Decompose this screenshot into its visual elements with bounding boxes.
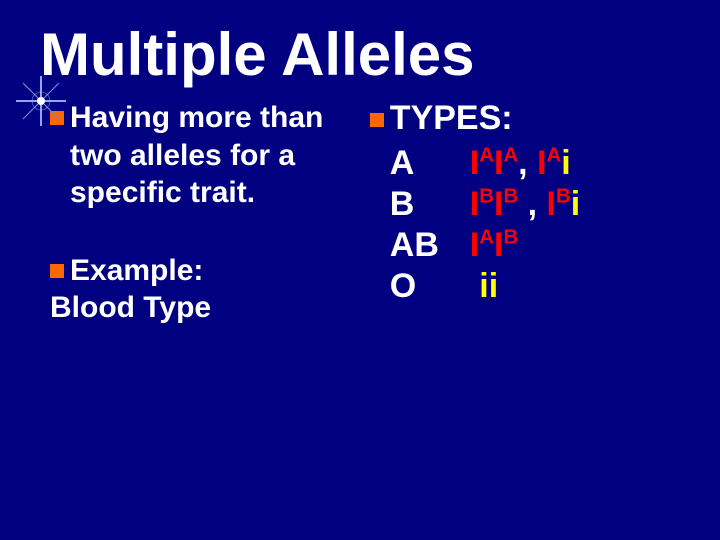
type-key: A	[390, 144, 470, 183]
example-value: Blood Type	[50, 289, 340, 327]
bullet-point-2: Example:	[50, 252, 340, 290]
square-bullet-icon	[370, 113, 384, 127]
example-text: Example:	[70, 252, 203, 290]
type-row-ab: AB IAIB	[390, 226, 710, 265]
square-bullet-icon	[50, 111, 64, 125]
bullet-point-1: Having more than two alleles for a speci…	[50, 99, 340, 212]
types-label: TYPES:	[390, 99, 513, 138]
right-column: TYPES: A IAIA, IAi B IBIB , IBi AB IAIB	[370, 99, 710, 327]
type-key: O	[390, 267, 470, 306]
type-genotypes: IAIB	[470, 226, 518, 265]
type-key: B	[390, 185, 470, 224]
type-key: AB	[390, 226, 470, 265]
type-genotypes: IBIB , IBi	[470, 185, 580, 224]
type-genotypes: ii	[470, 267, 498, 306]
example-label: Example:	[70, 254, 203, 287]
left-column: Having more than two alleles for a speci…	[50, 99, 340, 327]
type-genotypes: IAIA, IAi	[470, 144, 571, 183]
slide: Multiple Alleles Having more than two al…	[0, 0, 720, 540]
type-row-o: O ii	[390, 267, 710, 306]
content-columns: Having more than two alleles for a speci…	[50, 99, 680, 327]
types-header-row: TYPES:	[370, 99, 710, 138]
slide-title: Multiple Alleles	[40, 20, 680, 89]
definition-text: Having more than two alleles for a speci…	[70, 99, 340, 212]
type-row-a: A IAIA, IAi	[390, 144, 710, 183]
square-bullet-icon	[50, 264, 64, 278]
type-row-b: B IBIB , IBi	[390, 185, 710, 224]
